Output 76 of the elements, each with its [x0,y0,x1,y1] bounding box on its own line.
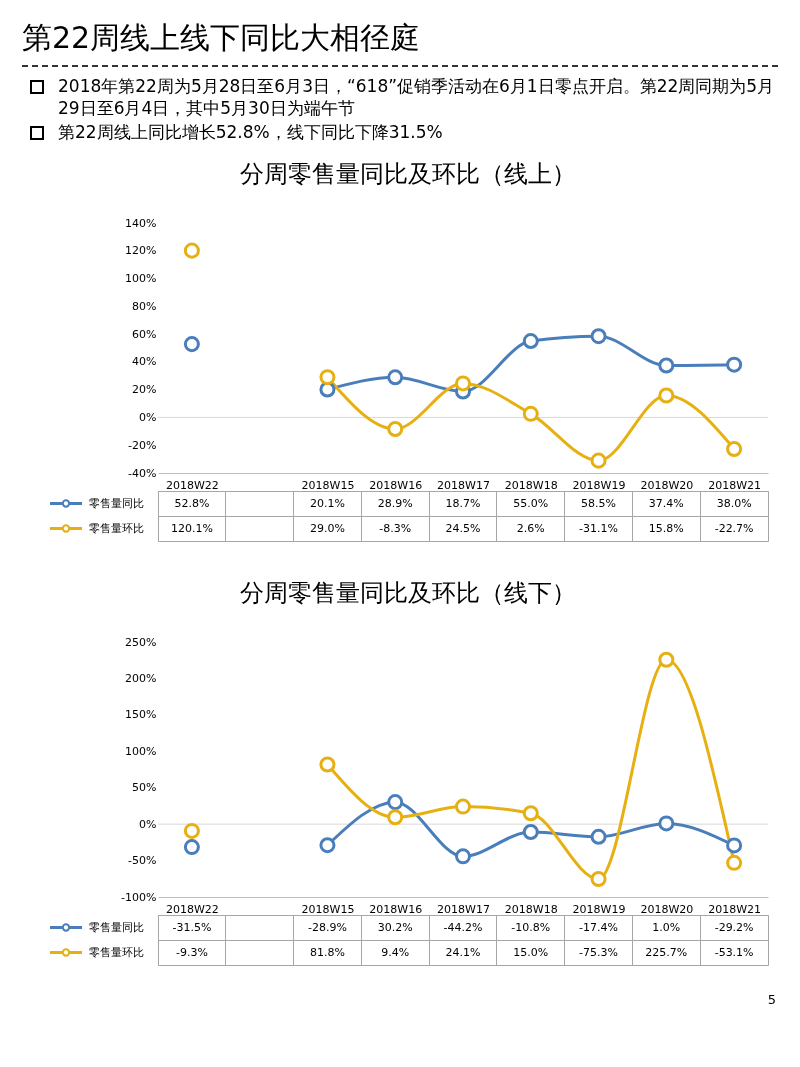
y-tick-label: 80% [132,299,157,313]
data-label: 52.8% [174,496,210,510]
y-tick-label: 120% [125,244,157,258]
data-label: -53.1% [714,945,754,959]
legend-label: 零售量同比 [88,496,144,510]
data-label: -28.9% [307,920,347,934]
data-label: -31.5% [172,920,212,934]
data-label: 38.0% [716,496,752,510]
data-label: 15.8% [648,521,684,535]
chart-title: 分周零售量同比及环比（线下） [240,579,577,607]
data-label: -44.2% [443,920,483,934]
data-label: 81.8% [309,945,345,959]
x-tick-label: 2018W21 [708,902,762,916]
data-label: 24.1% [445,945,481,959]
data-label: -8.3% [379,521,412,535]
x-tick-label: 2018W17 [437,478,490,492]
data-label: -75.3% [579,945,619,959]
data-label: 9.4% [381,945,410,959]
legend-label: 零售量环比 [88,521,144,535]
data-label: 28.9% [377,496,413,510]
x-tick-label: 2018W21 [708,478,762,492]
y-tick-label: 100% [125,744,157,758]
chart-title: 分周零售量同比及环比（线上） [240,160,577,188]
x-tick-label: 2018W19 [572,478,626,492]
x-tick-label: 2018W17 [437,902,490,916]
x-tick-label: 2018W20 [640,902,694,916]
legend-label: 零售量同比 [88,920,144,934]
data-label: 30.2% [377,920,413,934]
x-tick-label: 2018W18 [504,902,558,916]
x-tick-label: 2018W20 [640,478,694,492]
y-tick-label: 0% [139,410,157,424]
data-label: 1.0% [652,920,681,934]
y-tick-label: 140% [125,216,157,230]
data-label: -9.3% [175,945,208,959]
y-tick-label: 200% [125,671,157,685]
y-tick-label: -40% [128,466,157,480]
data-label: 37.4% [648,496,684,510]
text: 第22周线上同比增长52.8%，线下同比下降31.5% [58,121,443,143]
data-label: 29.0% [309,521,345,535]
data-label: -10.8% [511,920,551,934]
data-label: 58.5% [581,496,617,510]
y-tick-label: -50% [128,854,157,868]
data-label: 18.7% [445,496,481,510]
data-label: 225.7% [645,945,688,959]
x-tick-label: 2018W18 [504,478,558,492]
text: 5 [766,991,777,1007]
data-label: 55.0% [513,496,549,510]
text: 2018年第22周为5月28日至6月3日，“618”促销季活动在6月1日零点开启。第22周同期为5月29日至6月4日，其中5月30日为端午节 [58,75,776,119]
y-tick-label: 100% [125,272,157,286]
legend-label: 零售量环比 [88,945,144,959]
data-label: -17.4% [579,920,619,934]
data-label: 120.1% [170,521,213,535]
text: 第22周线上线下同比大相径庭 [22,18,778,67]
x-tick-label: 2018W15 [301,902,355,916]
data-label: 2.6% [516,521,545,535]
y-tick-label: -100% [121,890,157,904]
x-tick-label: 2018W16 [369,478,423,492]
y-tick-label: 250% [125,635,157,649]
y-tick-label: 0% [139,817,157,831]
x-tick-label: 2018W15 [301,478,355,492]
data-label: 15.0% [513,945,549,959]
data-label: -22.7% [714,521,754,535]
data-label: 24.5% [445,521,481,535]
x-tick-label: 2018W16 [369,902,423,916]
y-tick-label: 150% [125,708,157,722]
data-label: -29.2% [714,920,754,934]
y-tick-label: 60% [132,327,157,341]
data-label: 20.1% [309,496,345,510]
y-tick-label: -20% [128,438,157,452]
x-tick-label: 2018W22 [165,478,219,492]
x-tick-label: 2018W19 [572,902,626,916]
y-tick-label: 20% [132,383,157,397]
x-tick-label: 2018W22 [165,902,219,916]
data-label: -31.1% [579,521,619,535]
y-tick-label: 40% [132,355,157,369]
y-tick-label: 50% [132,781,157,795]
